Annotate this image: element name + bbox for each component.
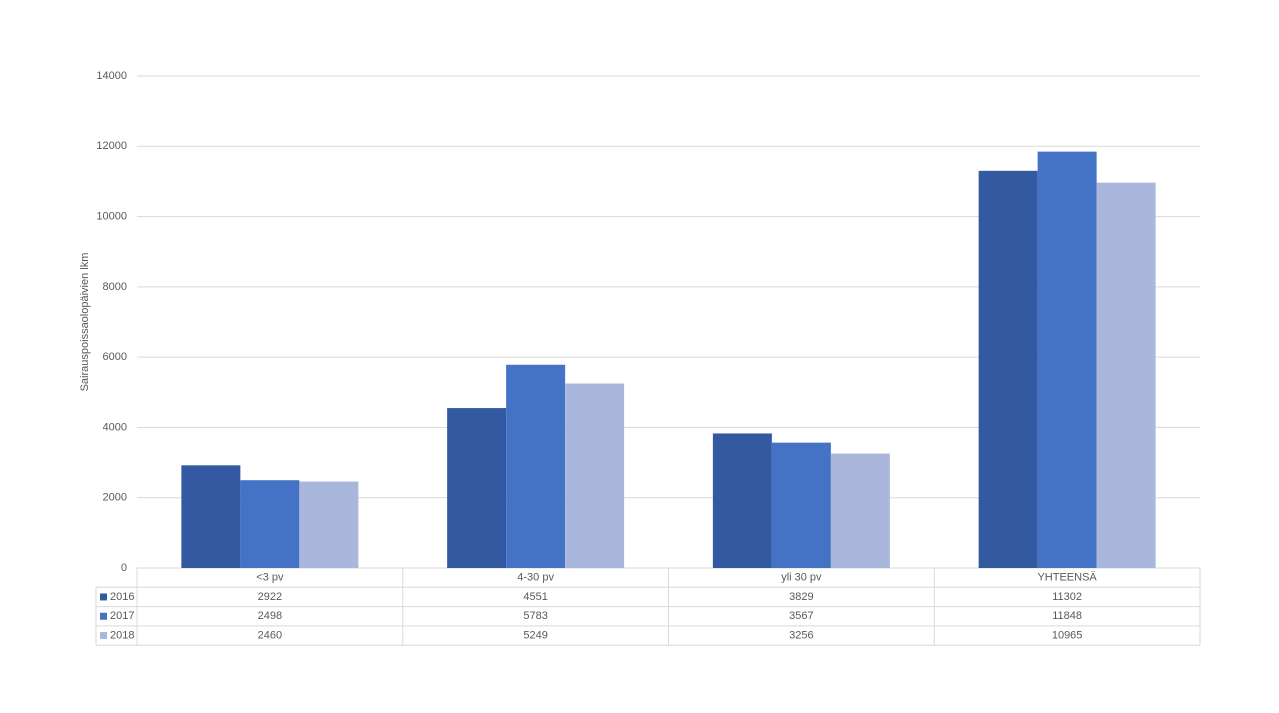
bar	[1096, 182, 1156, 568]
table-cell: 4551	[523, 591, 547, 603]
table-cell: 5783	[523, 610, 547, 622]
table-cell: 11848	[1052, 610, 1082, 622]
legend-label: 2018	[110, 629, 134, 641]
y-tick-label: 12000	[96, 140, 127, 152]
table-cell: 2922	[258, 591, 282, 603]
bar	[506, 364, 566, 568]
bar	[830, 453, 890, 568]
bar	[240, 480, 300, 568]
table-cell: 3567	[789, 610, 813, 622]
bar	[978, 170, 1038, 568]
y-axis-title: Sairauspoissaolopäivien lkm	[79, 253, 91, 392]
y-tick-label: 6000	[103, 351, 127, 363]
y-tick-label: 2000	[103, 492, 127, 504]
legend-swatch	[100, 612, 107, 620]
legend-swatch	[100, 632, 107, 640]
y-tick-label: 0	[121, 562, 127, 574]
table-cell: 11302	[1052, 591, 1082, 603]
table-cell: 3256	[789, 629, 813, 641]
bar	[565, 383, 625, 568]
y-tick-label: 10000	[96, 210, 127, 222]
table-header-cell: YHTEENSÄ	[1037, 572, 1097, 584]
table-cell: 3829	[789, 591, 813, 603]
table-cell: 5249	[523, 629, 547, 641]
table-header-cell: 4-30 pv	[517, 572, 554, 584]
bar	[447, 408, 507, 568]
table-header-cell: yli 30 pv	[781, 572, 822, 584]
y-tick-label: 14000	[96, 70, 127, 82]
y-tick-label: 8000	[103, 281, 127, 293]
legend-swatch	[100, 593, 107, 601]
bar	[771, 442, 831, 568]
table-cell: 10965	[1052, 629, 1083, 641]
bar	[299, 481, 359, 568]
bar	[1037, 151, 1097, 568]
legend-label: 2017	[110, 610, 134, 622]
table-header-cell: <3 pv	[256, 572, 284, 584]
table-cell: 2498	[258, 610, 282, 622]
bar	[181, 465, 241, 568]
y-tick-label: 4000	[103, 421, 127, 433]
legend-label: 2016	[110, 591, 134, 603]
bar	[712, 433, 772, 568]
table-cell: 2460	[258, 629, 282, 641]
